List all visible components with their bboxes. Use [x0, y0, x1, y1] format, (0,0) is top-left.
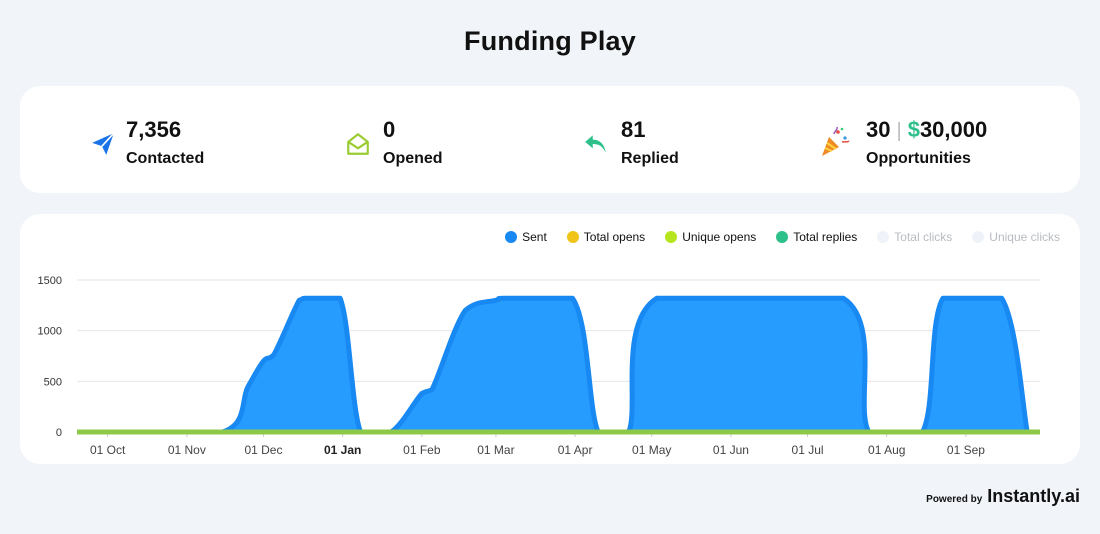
open-envelope-icon	[347, 133, 369, 155]
x-tick-label: 01 Nov	[168, 443, 206, 457]
y-tick-label: 1000	[38, 326, 62, 338]
x-tick-label: 01 Dec	[244, 443, 282, 457]
legend-dot	[776, 231, 789, 243]
page-title: Funding Play	[464, 26, 636, 56]
legend-item-total-replies[interactable]: Total replies	[776, 230, 857, 244]
series-area-sent	[107, 298, 1028, 432]
x-tick-label: 01 Jul	[792, 443, 824, 457]
legend-dot	[665, 231, 678, 243]
legend-label: Unique opens	[682, 230, 757, 244]
legend-dot	[505, 231, 518, 243]
legend-item-total-opens[interactable]: Total opens	[566, 230, 646, 244]
x-tick-label: 01 Jan	[324, 443, 361, 457]
legend-item-unique-opens[interactable]: Unique opens	[665, 230, 756, 244]
x-tick-label: 01 Feb	[403, 443, 441, 457]
opportunities-value: 30 | $30,000	[866, 117, 987, 143]
contacted-value: 7,356	[126, 117, 182, 142]
legend-item-unique-clicks[interactable]: Unique clicks	[972, 230, 1060, 244]
legend-item-sent[interactable]: Sent	[505, 230, 547, 244]
legend-label: Sent	[522, 230, 547, 244]
x-tick-label: 01 May	[632, 443, 671, 457]
reply-arrow-icon	[585, 135, 606, 153]
legend-label: Total clicks	[894, 230, 953, 244]
powered-by: Powered by Instantly.ai	[926, 486, 1080, 507]
x-tick-label: 01 Sep	[947, 443, 985, 457]
legend-label: Total replies	[793, 230, 858, 244]
x-tick-label: 01 Jun	[713, 443, 749, 457]
legend-item-total-clicks[interactable]: Total clicks	[877, 230, 952, 244]
x-tick-label: 01 Mar	[477, 443, 514, 457]
replied-label: Replied	[621, 150, 679, 167]
party-popper-icon	[822, 126, 850, 156]
stats-card: 7,356 Contacted 0 Opened 81 Replied 30 | $…	[20, 86, 1080, 193]
x-tick-label: 01 Aug	[868, 443, 905, 457]
powered-by-text: Powered by	[926, 494, 983, 505]
opened-label: Opened	[383, 150, 443, 167]
chart-card: Sent Total opens Unique opens Total replies…	[20, 214, 1080, 464]
y-tick-label: 500	[44, 376, 62, 388]
legend-dot	[972, 231, 985, 243]
x-tick-label: 01 Oct	[90, 443, 126, 457]
chart-legend: Sent Total opens Unique opens Total replies…	[485, 228, 1060, 246]
y-tick-label: 1500	[38, 275, 62, 287]
paper-plane-icon	[92, 132, 115, 155]
opened-value: 0	[383, 117, 396, 142]
opportunities-label: Opportunities	[866, 150, 971, 167]
replied-value: 81	[621, 117, 646, 142]
x-tick-label: 01 Apr	[558, 443, 593, 457]
opportunities-count: 30	[866, 117, 891, 142]
activity-chart: 0 500 1000 1500 01 Oct 01 Nov 01 Dec 01 Jan 01 F…	[38, 275, 1040, 457]
legend-dot	[566, 231, 579, 243]
brand-logo-text[interactable]: Instantly.ai	[987, 486, 1080, 506]
y-tick-label: 0	[56, 427, 62, 439]
contacted-label: Contacted	[126, 150, 205, 167]
currency-symbol: $	[907, 117, 920, 142]
opportunities-amount: 30,000	[919, 117, 988, 142]
legend-label: Total opens	[583, 230, 646, 244]
opportunities-separator: |	[896, 120, 902, 142]
legend-dot	[877, 231, 890, 243]
legend-label: Unique clicks	[989, 230, 1060, 244]
